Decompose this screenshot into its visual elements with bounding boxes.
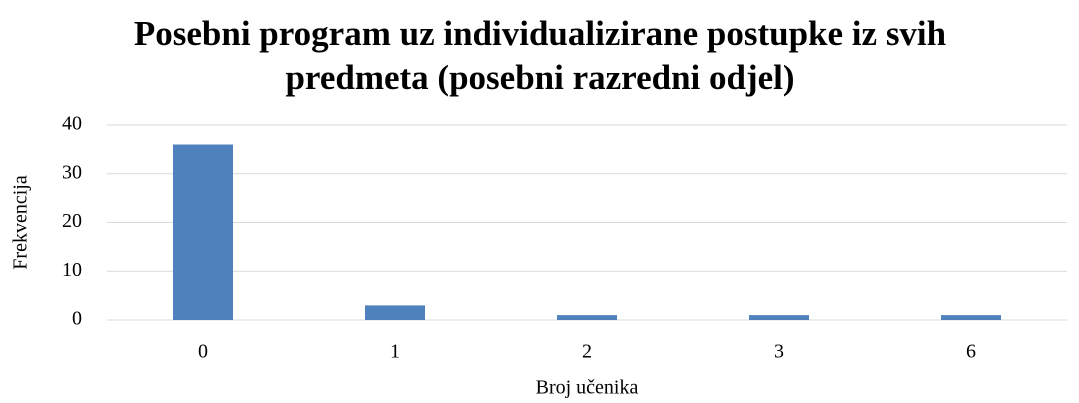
- x-tick-label: 6: [966, 341, 976, 363]
- chart-title: Posebni program uz individualizirane pos…: [133, 14, 947, 97]
- bar: [941, 315, 1001, 320]
- bar: [749, 315, 809, 320]
- y-tick-label: 40: [62, 113, 82, 135]
- bar: [173, 144, 233, 320]
- bar: [365, 305, 425, 320]
- x-tick-label: 1: [390, 341, 400, 363]
- x-tick-label: 2: [582, 341, 592, 363]
- y-axis-label: Frekvencija: [10, 175, 32, 270]
- y-tick-label: 30: [62, 161, 82, 183]
- x-tick-label: 0: [198, 341, 208, 363]
- y-tick-label: 0: [72, 308, 82, 330]
- y-tick-label: 20: [62, 210, 82, 232]
- x-tick-label: 3: [774, 341, 784, 363]
- y-tick-label: 10: [62, 259, 82, 281]
- x-axis-label: Broj učenika: [536, 377, 639, 399]
- bar: [557, 315, 617, 320]
